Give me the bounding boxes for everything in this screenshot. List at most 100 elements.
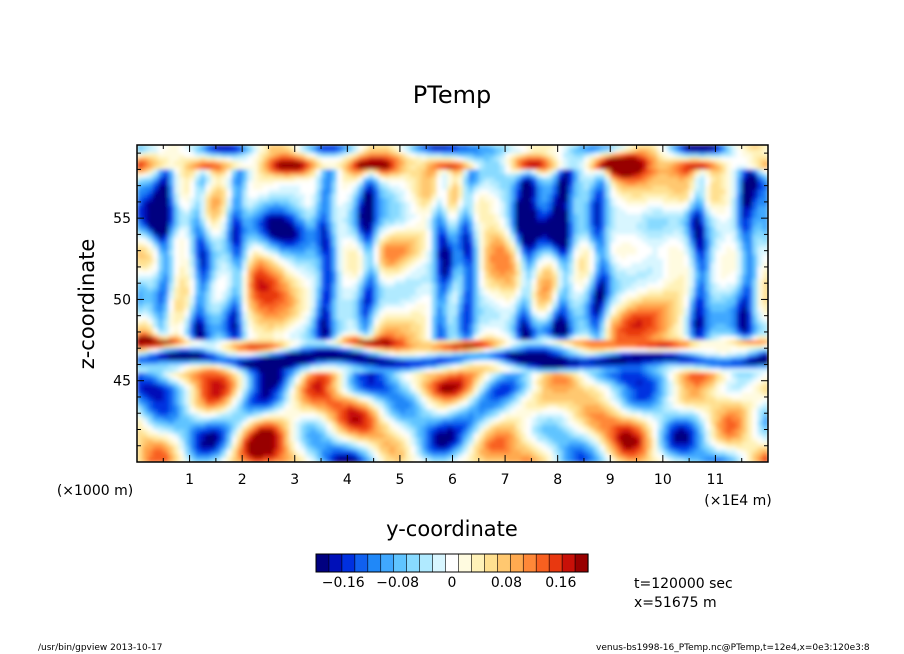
heatmap-cell [158,283,164,288]
heatmap-cell [589,287,596,292]
heatmap-cell [683,165,690,170]
heatmap-cell [531,222,538,227]
heatmap-cell [263,201,270,207]
heatmap-cell [505,153,511,158]
heatmap-cell [520,157,527,162]
heatmap-cell [652,254,659,260]
heatmap-cell [610,303,617,309]
heatmap-cell [720,258,727,264]
heatmap-cell [762,270,768,276]
heatmap-cell [326,210,333,215]
heatmap-cell [368,238,375,244]
heatmap-cell [457,161,464,166]
heatmap-cell [405,189,412,195]
heatmap-cell [273,291,280,296]
heatmap-cell [578,275,585,280]
heatmap-cell [552,299,559,305]
heatmap-cell [552,230,559,236]
heatmap-cell [378,250,385,256]
heatmap-cell [573,299,580,305]
heatmap-cell [520,250,527,256]
heatmap-cell [236,201,243,207]
heatmap-cell [163,262,170,268]
heatmap-cell [426,295,433,301]
heatmap-cell [720,205,727,211]
heatmap-cell [158,173,164,179]
heatmap-cell [741,307,748,313]
heatmap-cell [389,307,396,313]
heatmap-cell [552,270,559,276]
heatmap-cell [547,238,554,244]
heatmap-cell [163,246,170,252]
heatmap-cell [273,201,280,207]
heatmap-cell [152,153,159,158]
heatmap-cell [263,157,270,162]
heatmap-cell [215,266,222,272]
heatmap-cell [641,291,648,296]
heatmap-cell [310,185,317,191]
heatmap-cell [410,254,417,260]
heatmap-cell [615,165,622,170]
heatmap-cell [236,181,243,187]
heatmap-cell [662,149,669,154]
heatmap-cell [394,218,401,223]
heatmap-cell [378,193,385,199]
heatmap-cell [147,153,154,158]
heatmap-cell [499,279,506,284]
heatmap-cell [336,185,343,191]
heatmap-cell [158,222,164,227]
heatmap-cell [668,283,674,288]
heatmap-cell [741,299,748,305]
heatmap-cell [310,258,317,264]
heatmap-cell [426,181,433,187]
heatmap-cell [268,157,275,162]
heatmap-cell [305,275,312,280]
heatmap-cell [610,287,617,292]
heatmap-cell [710,275,717,280]
heatmap-cell [689,218,695,223]
heatmap-cell [583,291,590,296]
heatmap-cell [505,218,511,223]
heatmap-cell [426,185,433,191]
heatmap-cell [494,299,501,305]
heatmap-cell [405,165,412,170]
heatmap-cell [300,161,306,166]
heatmap-cell [557,287,564,292]
heatmap-cell [184,287,191,292]
heatmap-cell [662,238,669,244]
heatmap-cell [215,185,222,191]
heatmap-cell [405,222,412,227]
heatmap-cell [720,218,727,223]
heatmap-cell [342,189,348,195]
heatmap-cell [405,149,412,154]
heatmap-cell [578,189,585,195]
heatmap-cell [189,262,196,268]
heatmap-cell [415,238,422,244]
heatmap-cell [210,266,217,272]
heatmap-cell [158,177,164,183]
heatmap-cell [336,222,343,227]
heatmap-cell [447,283,454,288]
heatmap-cell [641,193,648,199]
heatmap-cell [641,250,648,256]
heatmap-cell [420,185,427,191]
heatmap-cell [405,270,412,276]
heatmap-cell [263,226,270,231]
heatmap-cell [699,299,706,305]
heatmap-cell [752,165,759,170]
heatmap-cell [741,287,748,292]
heatmap-cell [426,266,433,272]
heatmap-cell [173,279,180,284]
heatmap-cell [426,145,433,150]
heatmap-cell [247,169,254,175]
heatmap-cell [321,149,327,154]
heatmap-cell [484,165,490,170]
heatmap-cell [673,275,680,280]
heatmap-cell [289,165,296,170]
heatmap-cell [468,291,475,296]
heatmap-cell [736,177,743,183]
heatmap-cell [368,266,375,272]
heatmap-cell [273,254,280,260]
heatmap-cell [284,307,291,313]
heatmap-cell [568,246,575,252]
